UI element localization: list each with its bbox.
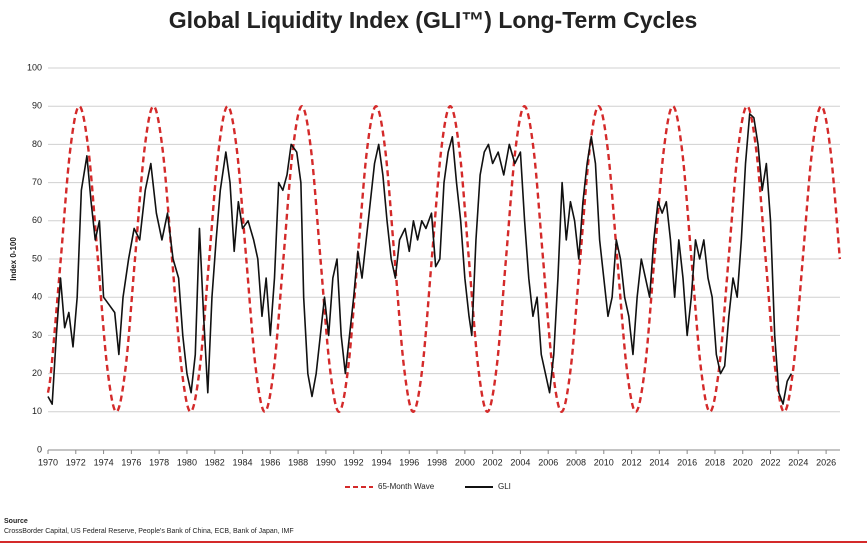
legend-label: 65-Month Wave xyxy=(378,482,435,491)
x-tick-label: 2012 xyxy=(622,457,642,467)
x-tick-label: 1974 xyxy=(94,457,114,467)
y-tick-label: 80 xyxy=(32,139,42,149)
y-tick-label: 70 xyxy=(32,177,42,187)
x-tick-label: 2014 xyxy=(649,457,669,467)
y-tick-label: 100 xyxy=(27,62,42,72)
y-axis-label: Index 0-100 xyxy=(9,237,18,281)
x-tick-label: 1990 xyxy=(316,457,336,467)
x-tick-label: 1980 xyxy=(177,457,197,467)
y-tick-label: 50 xyxy=(32,253,42,263)
gli-line xyxy=(47,113,793,405)
y-tick-label: 0 xyxy=(37,444,42,454)
x-tick-label: 2022 xyxy=(761,457,781,467)
x-tick-label: 1994 xyxy=(371,457,391,467)
x-tick-label: 1992 xyxy=(344,457,364,467)
x-tick-label: 1972 xyxy=(66,457,86,467)
x-tick-label: 1984 xyxy=(233,457,253,467)
x-tick-label: 2018 xyxy=(705,457,725,467)
x-tick-label: 2016 xyxy=(677,457,697,467)
y-tick-label: 90 xyxy=(32,101,42,111)
x-tick-label: 2008 xyxy=(566,457,586,467)
chart-title: Global Liquidity Index (GLI™) Long-Term … xyxy=(169,7,698,33)
x-tick-label: 2006 xyxy=(538,457,558,467)
x-tick-label: 1996 xyxy=(399,457,419,467)
y-tick-label: 10 xyxy=(32,406,42,416)
x-tick-label: 1978 xyxy=(149,457,169,467)
x-tick-label: 2024 xyxy=(788,457,808,467)
x-tick-label: 1988 xyxy=(288,457,308,467)
x-tick-label: 2010 xyxy=(594,457,614,467)
x-tick-label: 1982 xyxy=(205,457,225,467)
y-tick-label: 60 xyxy=(32,215,42,225)
x-tick-label: 2000 xyxy=(455,457,475,467)
y-tick-label: 30 xyxy=(32,330,42,340)
wave-line xyxy=(46,105,842,413)
x-tick-label: 2004 xyxy=(510,457,530,467)
x-tick-label: 1976 xyxy=(121,457,141,467)
x-tick-label: 1970 xyxy=(38,457,58,467)
x-tick-label: 2020 xyxy=(733,457,753,467)
x-tick-label: 1998 xyxy=(427,457,447,467)
source-text: CrossBorder Capital, US Federal Reserve,… xyxy=(4,528,294,535)
x-tick-label: 2002 xyxy=(483,457,503,467)
source-label: Source xyxy=(4,518,28,525)
y-tick-label: 20 xyxy=(32,368,42,378)
legend-label: GLI xyxy=(498,482,511,491)
y-tick-label: 40 xyxy=(32,292,42,302)
x-tick-label: 1986 xyxy=(260,457,280,467)
x-tick-label: 2026 xyxy=(816,457,836,467)
